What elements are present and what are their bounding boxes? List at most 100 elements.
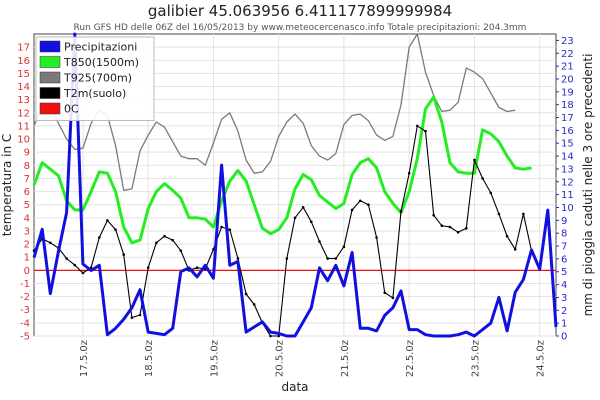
y-tick-label-right: 5: [561, 267, 567, 278]
y-tick-label-right: 9: [561, 216, 567, 227]
legend-label: T925(700m): [63, 72, 132, 85]
legend: Precipitazioni T850(1500m) T925(700m) T2m(s…: [35, 36, 155, 121]
t2m-point: [236, 257, 240, 260]
y-tick-label-left: 11: [17, 121, 30, 132]
t2m-point: [342, 245, 346, 249]
y-tick-label-left: -3: [20, 305, 30, 316]
t2m-point: [456, 230, 460, 234]
t2m-point: [310, 220, 313, 224]
t2m-point: [464, 227, 468, 230]
y-tick-label-right: 19: [561, 87, 574, 98]
t2m-point: [179, 249, 183, 252]
t2m-point: [318, 240, 321, 243]
x-tick-label: 21.5.0z: [340, 340, 351, 377]
y-tick-label-left: 3: [24, 226, 30, 237]
y-tick-label-left: 15: [17, 69, 30, 80]
t2m-point: [171, 238, 174, 242]
t850-line: [32, 95, 532, 245]
y-tick-label-right: 3: [561, 293, 567, 304]
y-tick-label-right: 0: [561, 332, 567, 343]
t2m-point: [424, 129, 427, 133]
legend-swatch: [39, 40, 61, 53]
y-tick-label-left: 5: [24, 200, 30, 211]
t2m-point: [155, 241, 158, 245]
y-tick-label-right: 10: [561, 203, 574, 214]
axes: -5-4-3-2-1012345678910111213141516170123…: [17, 36, 573, 377]
y-tick-label-left: 6: [24, 187, 30, 198]
y-tick-label-right: 17: [561, 113, 574, 124]
t2m-point: [293, 216, 297, 220]
chart-title: galibier 45.063956 6.411177899999984: [148, 2, 452, 20]
t2m-point: [383, 291, 387, 294]
y-tick-label-right: 6: [561, 254, 567, 265]
y-tick-label-left: 2: [24, 240, 30, 251]
t2m-point: [505, 234, 509, 238]
y-tick-label-right: 18: [561, 100, 574, 111]
legend-label: T850(1500m): [63, 56, 139, 69]
t2m-point: [244, 292, 248, 296]
y-tick-label-left: -5: [20, 332, 30, 343]
y-tick-label-right: 16: [561, 126, 574, 137]
t2m-point: [130, 316, 134, 319]
y-tick-label-left: 13: [17, 95, 30, 106]
t2m-point: [497, 212, 501, 216]
t2m-point: [473, 158, 476, 162]
x-tick-label: 19.5.0z: [209, 340, 220, 377]
t2m-point: [399, 209, 403, 213]
y-tick-label-left: 10: [17, 135, 30, 146]
t2m-point: [522, 212, 525, 216]
y-tick-label-left: 1: [24, 253, 30, 264]
y-tick-label-left: 8: [24, 161, 30, 172]
t2m-point: [49, 241, 52, 245]
y-tick-label-right: 11: [561, 190, 574, 201]
t2m-point: [73, 263, 77, 267]
t2m-point: [358, 199, 362, 203]
t2m-point: [65, 257, 68, 260]
y-tick-label-left: 4: [24, 213, 30, 224]
t2m-point: [513, 248, 517, 251]
t2m-point: [416, 124, 419, 128]
y-tick-label-left: 17: [17, 43, 30, 54]
t2m-point: [106, 219, 109, 222]
t2m-point: [481, 177, 484, 180]
y-tick-label-left: 0: [24, 266, 30, 277]
y-tick-label-right: 15: [561, 139, 574, 150]
t2m-point: [114, 228, 117, 231]
t2m-point: [146, 266, 150, 270]
t2m-point: [334, 257, 338, 260]
t2m-point: [252, 303, 256, 306]
y-tick-label-right: 12: [561, 177, 574, 188]
t2m-point: [440, 224, 444, 228]
x-tick-label: 20.5.0z: [275, 340, 286, 377]
t2m-line: [33, 125, 533, 337]
chart-subtitle: Run GFS HD delle 06Z del 16/05/2013 by w…: [74, 23, 527, 33]
y-tick-label-right: 7: [561, 242, 567, 253]
t2m-point: [122, 253, 126, 256]
x-tick-label: 18.5.0z: [144, 340, 155, 377]
t2m-point: [448, 225, 452, 229]
t2m-point: [228, 228, 232, 231]
t2m-point: [277, 334, 280, 338]
x-tick-label: 17.5.0z: [79, 340, 90, 377]
series-layer: [32, 32, 558, 338]
precipitation-line: [32, 32, 558, 338]
y-tick-label-right: 13: [561, 164, 574, 175]
y-tick-label-left: 7: [24, 174, 30, 185]
t2m-point: [407, 171, 411, 175]
t2m-point: [81, 271, 85, 275]
y-axis-label-left: temperatura in C: [0, 134, 14, 237]
x-axis-label: data: [281, 380, 308, 394]
y-tick-label-right: 22: [561, 49, 574, 60]
y-tick-label-right: 23: [561, 36, 574, 47]
t2m-point: [432, 213, 435, 217]
y-tick-label-right: 1: [561, 319, 567, 330]
t2m-point: [375, 236, 378, 239]
y-tick-label-right: 4: [561, 280, 567, 291]
t2m-point: [285, 257, 289, 260]
t2m-point: [163, 234, 166, 238]
y-tick-label-right: 21: [561, 62, 574, 73]
t2m-point: [489, 191, 493, 195]
t2m-point: [97, 236, 101, 239]
t2m-point: [269, 334, 272, 338]
